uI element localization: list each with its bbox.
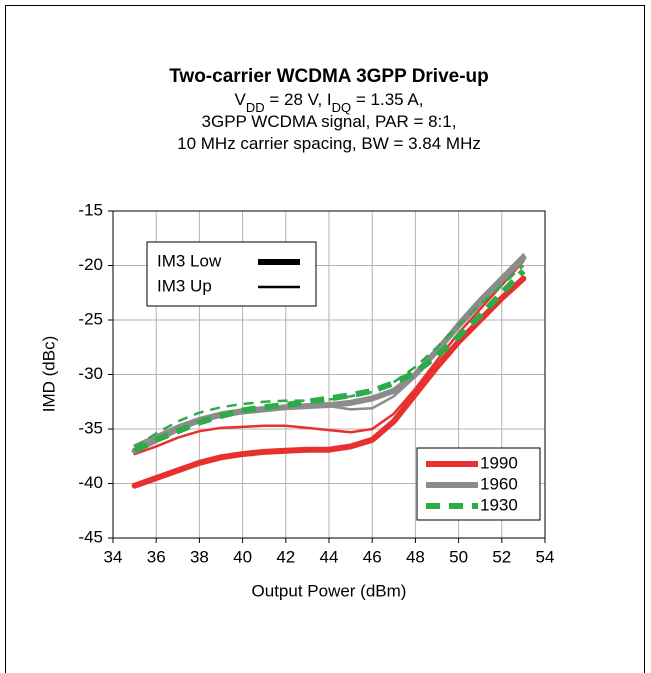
legend-label: IM3 Up: [157, 276, 212, 295]
subtitle-part: 3GPP WCDMA signal, PAR = 8:1,: [202, 112, 457, 131]
x-axis-label: Output Power (dBm): [252, 581, 407, 600]
x-tick-label: 42: [276, 547, 295, 566]
chart-subtitle: VDD = 28 V, IDQ = 1.35 A,: [235, 90, 424, 114]
legend-label: IM3 Low: [157, 251, 222, 270]
chart-subtitle: 10 MHz carrier spacing, BW = 3.84 MHz: [177, 134, 481, 153]
y-tick-label: -35: [78, 418, 103, 437]
x-tick-label: 50: [449, 547, 468, 566]
chart-subtitle: 3GPP WCDMA signal, PAR = 8:1,: [202, 112, 457, 131]
data-line: [131, 275, 527, 489]
subtitle-part: = 1.35 A,: [351, 90, 423, 109]
legend-label: 1960: [480, 474, 518, 493]
x-tick-label: 38: [190, 547, 209, 566]
data-line: [133, 253, 525, 447]
x-tick-label: 44: [320, 547, 339, 566]
plot-area: [112, 210, 546, 539]
subtitle-part: V: [235, 90, 247, 109]
legend: [146, 241, 317, 307]
frame: [5, 5, 645, 673]
chart-title: Two-carrier WCDMA 3GPP Drive-up: [169, 66, 489, 87]
x-tick-label: 46: [363, 547, 382, 566]
legend-label: 1990: [480, 453, 518, 472]
data-line: [133, 268, 526, 454]
subtitle-part: 10 MHz carrier spacing, BW = 3.84 MHz: [177, 134, 481, 153]
legend-label: 1930: [480, 495, 518, 514]
subscript: DQ: [332, 100, 352, 115]
x-tick-label: 52: [492, 547, 511, 566]
y-tick-label: -30: [78, 364, 103, 383]
y-tick-label: -40: [78, 473, 103, 492]
y-axis-label: IMD (dBc): [39, 336, 58, 413]
data-line: [133, 264, 525, 449]
x-tick-label: 48: [406, 547, 425, 566]
x-tick-label: 34: [104, 547, 123, 566]
y-tick-label: -25: [78, 309, 103, 328]
y-tick-label: -20: [78, 255, 103, 274]
x-tick-label: 40: [233, 547, 252, 566]
y-tick-label: -45: [78, 527, 103, 546]
x-tick-label: 36: [147, 547, 166, 566]
subtitle-part: = 28 V, I: [265, 90, 332, 109]
x-tick-label: 54: [536, 547, 555, 566]
subscript: DD: [246, 100, 265, 115]
y-tick-label: -15: [78, 200, 103, 219]
